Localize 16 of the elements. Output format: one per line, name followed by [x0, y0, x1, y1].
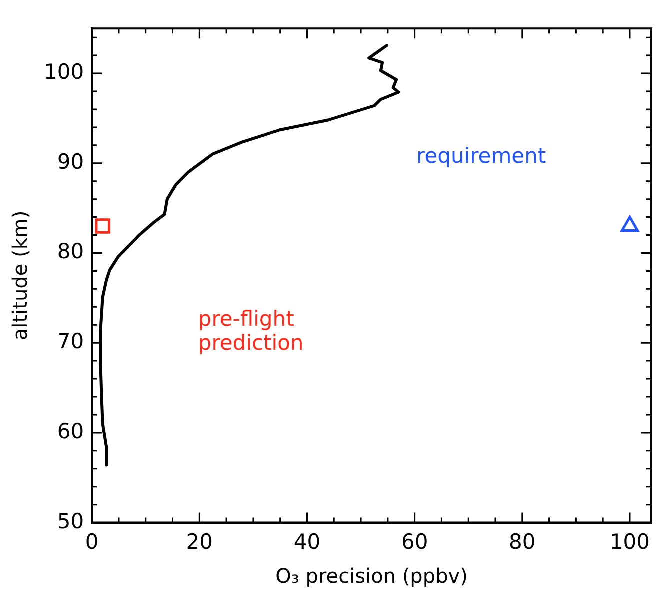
x-tick-label: 0 — [85, 530, 99, 554]
y-tick-label: 70 — [57, 330, 84, 354]
y-tick-label: 90 — [57, 150, 84, 174]
y-tick-label: 50 — [57, 509, 84, 534]
x-tick-label: 80 — [509, 530, 536, 554]
text: requirement — [416, 144, 546, 168]
text: pre-flight prediction — [198, 307, 304, 356]
x-tick-label: 40 — [294, 530, 321, 554]
x-tick-label: 100 — [610, 530, 650, 554]
y-tick-label: 80 — [57, 240, 84, 264]
x-tick-label: 20 — [186, 530, 214, 554]
x-axis-title: O₃ precision (ppbv) — [276, 564, 468, 588]
y-axis-title: altitude (km) — [8, 210, 32, 341]
y-tick-label: 100 — [44, 60, 84, 84]
y-tick-label: 60 — [57, 419, 84, 444]
x-tick-label: 60 — [401, 530, 428, 554]
